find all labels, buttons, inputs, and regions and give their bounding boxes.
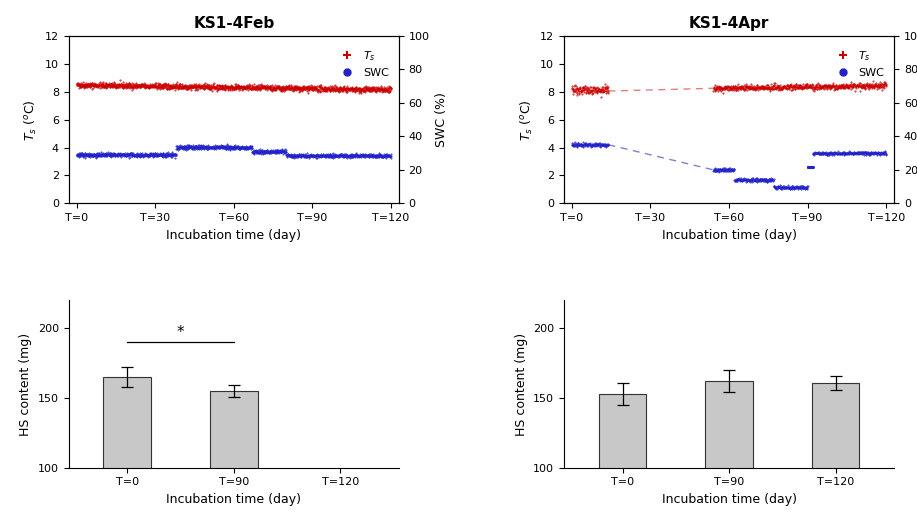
Title: KS1-4Apr: KS1-4Apr	[689, 15, 769, 31]
Bar	[210, 391, 258, 514]
Bar	[705, 381, 753, 514]
Bar	[104, 377, 151, 514]
Y-axis label: SWC (%): SWC (%)	[436, 92, 448, 147]
Bar	[599, 394, 646, 514]
X-axis label: Incubation time (day): Incubation time (day)	[661, 229, 797, 242]
X-axis label: Incubation time (day): Incubation time (day)	[661, 493, 797, 506]
Bar	[812, 382, 859, 514]
Title: KS1-4Feb: KS1-4Feb	[193, 15, 274, 31]
Legend: $T_s$, SWC: $T_s$, SWC	[827, 45, 889, 82]
Y-axis label: $T_s$ ($^o$C): $T_s$ ($^o$C)	[23, 99, 39, 140]
Y-axis label: HS content (mg): HS content (mg)	[514, 333, 527, 436]
X-axis label: Incubation time (day): Incubation time (day)	[166, 229, 302, 242]
Legend: $T_s$, SWC: $T_s$, SWC	[332, 45, 393, 82]
Y-axis label: $T_s$ ($^o$C): $T_s$ ($^o$C)	[518, 99, 535, 140]
Y-axis label: HS content (mg): HS content (mg)	[19, 333, 32, 436]
Text: *: *	[177, 325, 184, 340]
X-axis label: Incubation time (day): Incubation time (day)	[166, 493, 302, 506]
